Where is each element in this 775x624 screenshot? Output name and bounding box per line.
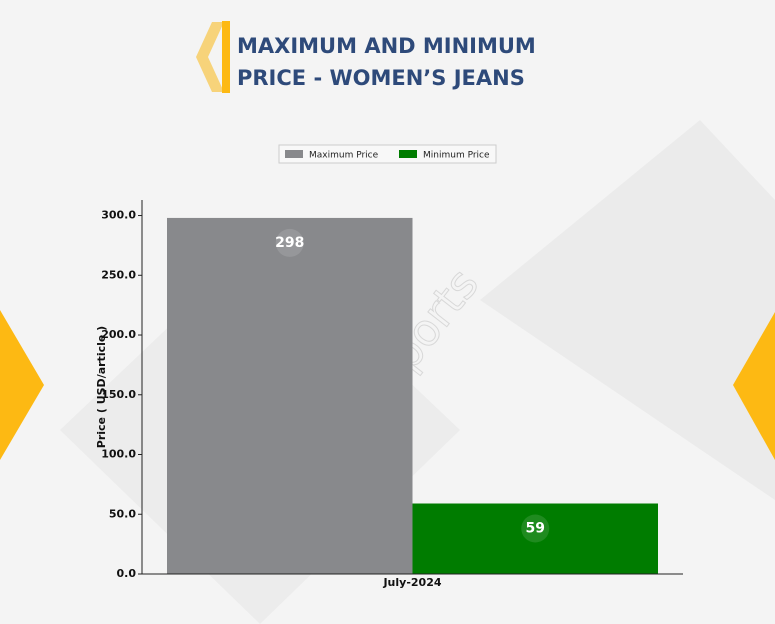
- value-label: 298: [275, 235, 304, 251]
- chart-title: MAXIMUM AND MINIMUM PRICE - WOMEN’S JEAN…: [237, 34, 536, 90]
- y-tick-label: 250.0: [101, 268, 136, 281]
- value-label-bg: [275, 228, 304, 257]
- y-tick-label: 150.0: [101, 388, 136, 401]
- y-tick-label: 50.0: [109, 507, 136, 520]
- bg-shape: [480, 120, 775, 500]
- deco-right: [733, 312, 775, 460]
- y-axis-label: Price ( USD/article ): [95, 326, 108, 448]
- y-tick-label: 0.0: [117, 567, 137, 580]
- legend-box: [278, 144, 497, 164]
- bar: [412, 503, 658, 574]
- deco-left: [0, 310, 44, 460]
- title-bar: [222, 21, 230, 93]
- bar: [167, 217, 413, 574]
- x-tick-label: July-2024: [382, 576, 441, 589]
- legend-label: Maximum Price: [309, 151, 379, 161]
- y-tick-label: 300.0: [101, 209, 136, 222]
- legend-swatch: [285, 150, 303, 158]
- y-tick-label: 200.0: [101, 328, 136, 341]
- legend-swatch: [399, 150, 417, 158]
- legend-label: Minimum Price: [423, 151, 490, 161]
- y-tick-label: 100.0: [101, 448, 136, 461]
- title-chevron: [196, 22, 224, 92]
- value-label-bg: [521, 514, 550, 543]
- value-label: 59: [526, 521, 545, 537]
